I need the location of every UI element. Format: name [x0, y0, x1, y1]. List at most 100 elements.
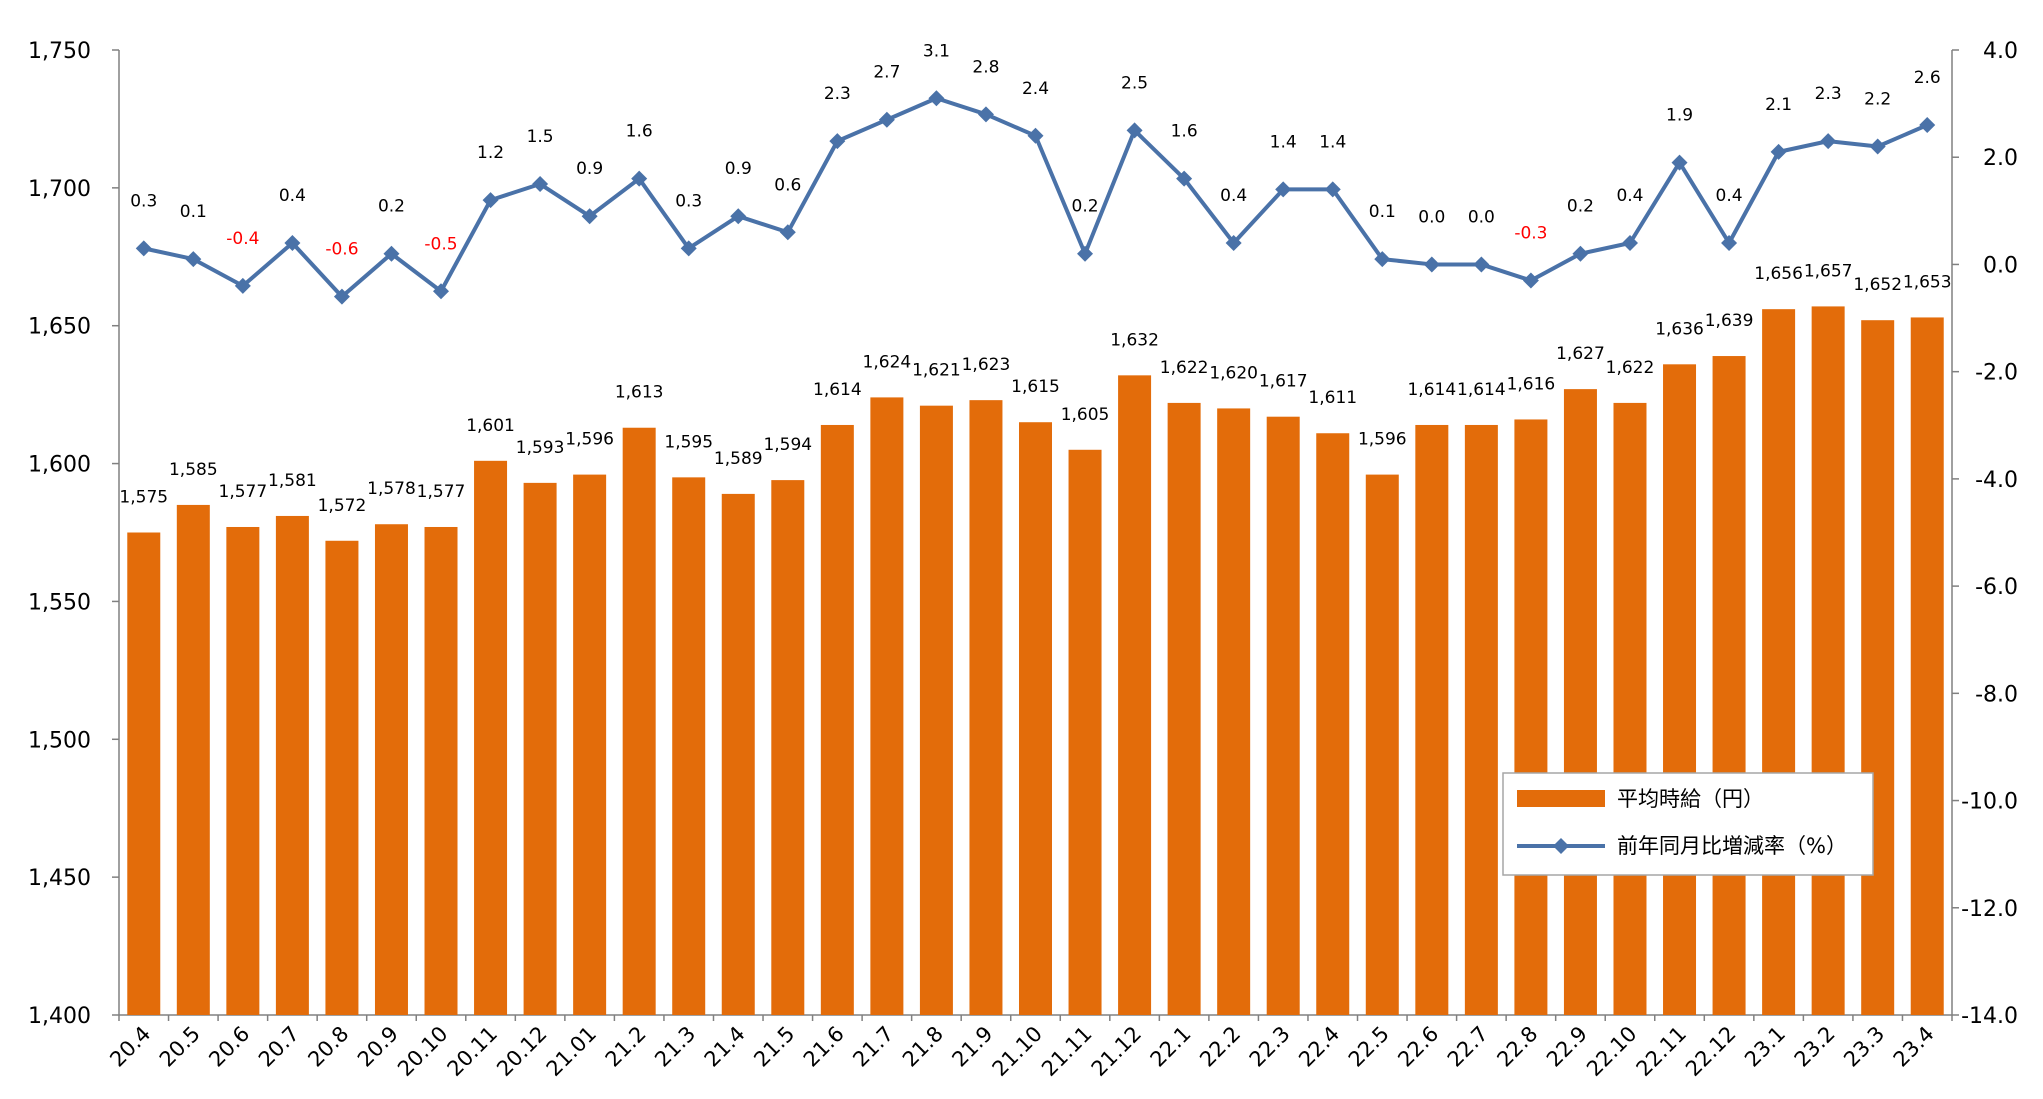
bar-data-label: 1,594 [763, 435, 812, 455]
x-tick-label: 21.4 [700, 1022, 750, 1072]
x-tick-label: 23.4 [1889, 1022, 1939, 1072]
bar-data-label: 1,652 [1853, 275, 1902, 295]
x-tick-label: 21.12 [1087, 1022, 1146, 1081]
line-point-marker [1721, 235, 1738, 251]
line-point-marker [1324, 181, 1341, 198]
x-tick-label: 21.10 [988, 1022, 1047, 1081]
left-tick-label: 1,400 [28, 1004, 91, 1029]
bar-data-label: 1,577 [417, 482, 466, 502]
line-point-marker [1225, 235, 1242, 251]
bar [424, 526, 458, 1015]
right-tick-label: -4.0 [1975, 468, 2018, 493]
bar [1316, 433, 1350, 1015]
line-point-marker [730, 208, 747, 225]
x-tick-label: 21.6 [799, 1022, 849, 1072]
bar [1563, 389, 1597, 1016]
bar [1663, 364, 1697, 1015]
x-tick-label: 22.11 [1632, 1022, 1691, 1081]
line-data-label: 0.4 [1716, 186, 1743, 206]
line-point-marker [1126, 122, 1143, 139]
legend-bar-swatch [1517, 790, 1605, 807]
x-tick-label: 23.3 [1839, 1022, 1889, 1072]
x-tick-label: 22.7 [1443, 1022, 1493, 1072]
line-point-marker [333, 288, 350, 305]
bar [1464, 424, 1498, 1015]
line-data-label: 1.4 [1319, 132, 1346, 152]
line-data-label: 2.7 [873, 63, 900, 83]
bar [1762, 309, 1796, 1016]
bar-data-label: 1,614 [1407, 380, 1456, 400]
line-point-marker [680, 240, 697, 257]
x-tick-label: 21.2 [601, 1022, 651, 1072]
line-data-label: 1.9 [1666, 106, 1693, 126]
x-tick-label: 20.12 [492, 1022, 551, 1081]
line-data-label: 2.5 [1121, 73, 1148, 93]
line-point-marker [1522, 272, 1539, 289]
bar-data-label: 1,624 [863, 352, 912, 372]
bar-data-label: 1,615 [1011, 377, 1060, 397]
bar-data-label: 1,596 [565, 430, 614, 450]
x-tick-label: 20.11 [443, 1022, 502, 1081]
x-tick-label: 20.5 [155, 1022, 205, 1072]
bar-data-label: 1,636 [1655, 319, 1704, 339]
line-data-label: 0.2 [1567, 197, 1594, 217]
line-data-label: -0.3 [1514, 224, 1547, 244]
line-point-marker [383, 245, 400, 262]
left-tick-label: 1,700 [28, 177, 91, 202]
x-tick-label: 21.11 [1037, 1022, 1096, 1081]
bar [1068, 449, 1102, 1015]
line-data-label: 0.0 [1468, 207, 1495, 227]
line-point-marker [1176, 170, 1193, 187]
bar-data-label: 1,653 [1903, 272, 1952, 292]
x-tick-label: 20.6 [204, 1022, 254, 1072]
line-point-marker [631, 170, 648, 187]
bar [870, 397, 904, 1015]
line-data-label: 0.4 [1220, 186, 1247, 206]
bar [1613, 402, 1647, 1015]
line-point-marker [829, 133, 846, 150]
right-tick-label: 2.0 [1983, 146, 2018, 171]
line-point-marker [1275, 181, 1292, 198]
bar [1019, 422, 1052, 1015]
line-data-label: 0.9 [576, 159, 603, 179]
line-data-label: 1.4 [1270, 132, 1297, 152]
bar [1811, 306, 1845, 1015]
line-data-label: 0.4 [1616, 186, 1643, 206]
line-data-label: 2.3 [824, 84, 851, 104]
bar [176, 504, 210, 1015]
bar-data-label: 1,620 [1209, 363, 1258, 383]
line-data-label: 0.2 [378, 197, 405, 217]
line-point-marker [1621, 235, 1638, 251]
legend: 平均時給（円） 前年同月比増減率（%） [1502, 772, 1874, 876]
line-point-marker [1077, 245, 1094, 262]
legend-bar-label: 平均時給（円） [1617, 787, 1764, 811]
x-tick-label: 22.2 [1195, 1022, 1245, 1072]
line-point-marker [977, 106, 994, 123]
x-tick-label: 21.5 [749, 1022, 799, 1072]
line-data-label: 0.0 [1418, 207, 1445, 227]
line-point-marker [581, 208, 598, 225]
x-tick-label: 23.1 [1740, 1022, 1790, 1072]
x-tick-label: 20.4 [105, 1022, 155, 1072]
line-point-marker [1027, 127, 1044, 144]
x-tick-label: 20.7 [254, 1022, 304, 1072]
bar [523, 482, 557, 1015]
line-point-marker [185, 251, 202, 268]
x-tick-label: 22.8 [1492, 1022, 1542, 1072]
bar [127, 532, 161, 1015]
line-point-marker [482, 192, 499, 209]
bar [1217, 408, 1251, 1015]
line-data-label: 0.1 [180, 202, 207, 222]
bar [820, 424, 854, 1015]
line-data-label: 2.2 [1864, 90, 1891, 110]
x-tick-label: 21.8 [898, 1022, 948, 1072]
bar-data-label: 1,632 [1110, 330, 1159, 350]
bar-data-label: 1,621 [912, 361, 961, 381]
right-tick-label: -8.0 [1975, 682, 2018, 707]
bar [1167, 402, 1201, 1015]
left-tick-label: 1,550 [28, 590, 91, 615]
bar-data-label: 1,572 [318, 496, 367, 516]
line-point-marker [1374, 251, 1391, 268]
x-tick-label: 21.01 [542, 1022, 601, 1081]
